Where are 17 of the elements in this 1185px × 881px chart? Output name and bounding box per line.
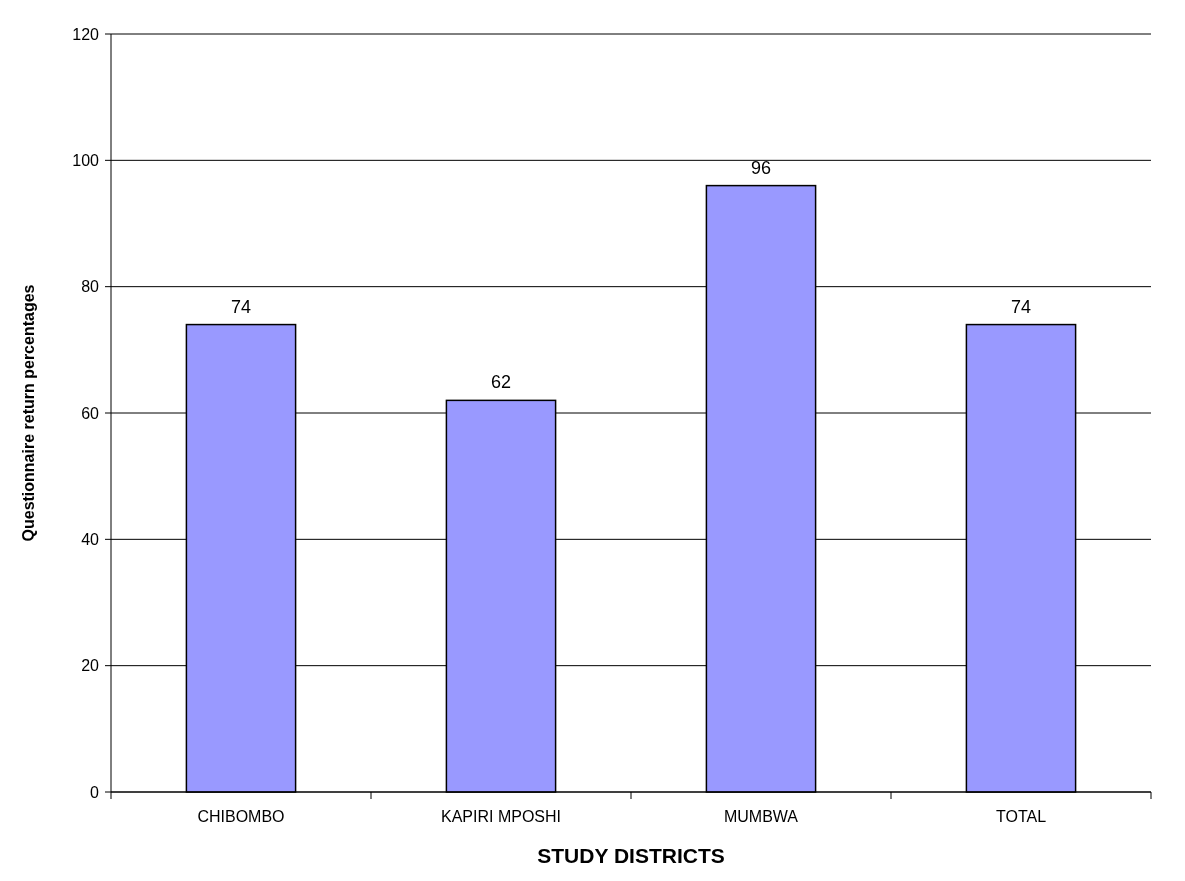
y-tick-label: 0 [90,783,100,801]
x-tick-label: MUMBWA [723,808,799,825]
data-label: 62 [490,372,512,393]
x-tick-label: TOTAL [995,808,1047,825]
y-tick-label: 40 [81,530,100,548]
x-axis-title: STUDY DISTRICTS [537,844,725,867]
data-label: 74 [230,296,252,317]
y-axis-title: Questionnaire return percentages [20,284,37,542]
y-tick-label: 100 [72,151,100,169]
y-tick-label: 20 [81,657,100,675]
y-tick-label: 80 [81,278,100,296]
y-tick-label: 120 [72,25,100,43]
data-label: 96 [750,157,772,178]
data-label: 74 [1010,296,1032,317]
y-tick-label: 60 [81,404,100,422]
x-tick-label: KAPIRI MPOSHI [440,808,562,825]
x-tick-label: CHIBOMBO [197,808,285,825]
